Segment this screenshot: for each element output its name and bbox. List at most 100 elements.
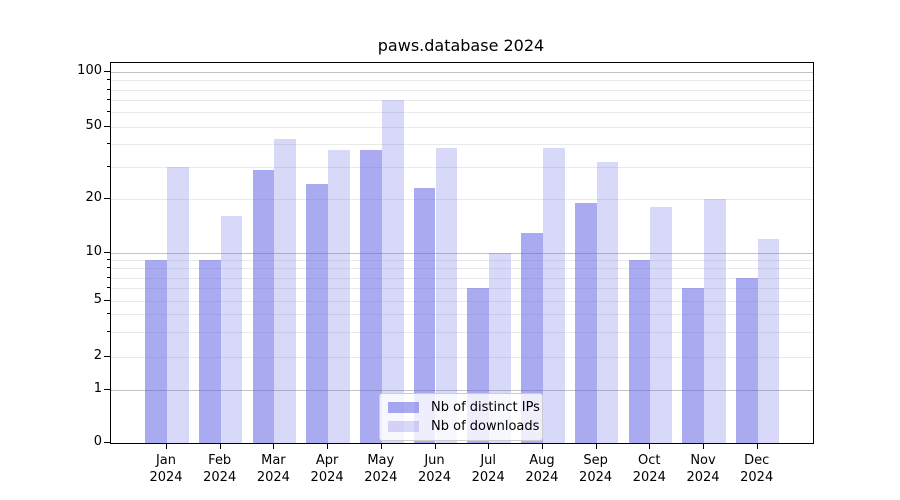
x-tick-label-may: May 2024 (364, 453, 398, 485)
bar-downloads-jan (167, 166, 189, 443)
bar-distinct-ips-dec (735, 277, 758, 443)
bar-downloads-sep (596, 161, 619, 443)
bar-distinct-ips-oct (628, 260, 651, 443)
y-minor-tick-mark-4 (107, 313, 110, 315)
y-tick-mark-50 (104, 125, 110, 127)
bar-distinct-ips-feb (198, 260, 221, 443)
x-tick-mark-oct (649, 443, 651, 449)
bar-downloads-oct (650, 207, 673, 443)
y-tick-label-20: 20 (85, 189, 102, 205)
bar-distinct-ips-sep (574, 202, 597, 443)
gridline-minor-80 (111, 89, 813, 91)
gridline-minor-5 (111, 300, 813, 302)
y-tick-label-100: 100 (77, 63, 102, 79)
gridline-minor-4 (111, 314, 813, 316)
y-tick-label-10: 10 (85, 244, 102, 259)
x-tick-mark-sep (595, 443, 597, 449)
bar-distinct-ips-mar (252, 169, 275, 443)
y-minor-tick-mark-70 (107, 99, 110, 101)
x-tick-mark-dec (756, 443, 758, 449)
y-minor-tick-mark-7 (107, 276, 110, 278)
bar-distinct-ips-apr (306, 184, 329, 443)
legend-swatch-distinct-ips (388, 402, 419, 413)
y-tick-mark-100 (104, 71, 110, 73)
x-tick-label-mar: Mar 2024 (256, 453, 290, 485)
y-tick-mark-10 (104, 252, 110, 253)
x-tick-label-jul: Jul 2024 (471, 453, 505, 485)
gridline-minor-7 (111, 277, 813, 279)
y-tick-label-0: 0 (93, 434, 102, 449)
legend-row-distinct-ips: Nb of distinct IPs (380, 398, 542, 417)
y-minor-tick-mark-6 (107, 287, 110, 289)
x-tick-mark-jul (488, 443, 490, 449)
y-tick-label-1: 1 (93, 380, 102, 396)
bar-distinct-ips-nov (682, 288, 704, 443)
x-tick-mark-may (380, 443, 382, 449)
gridline-major-10 (111, 253, 813, 254)
bar-downloads-mar (274, 138, 297, 443)
y-tick-mark-0 (104, 442, 110, 443)
bar-downloads-feb (220, 216, 243, 443)
bar-distinct-ips-jun (413, 187, 436, 443)
bar-downloads-nov (704, 198, 726, 443)
y-tick-mark-2 (104, 356, 110, 358)
gridline-major-1 (111, 389, 813, 391)
x-tick-label-dec: Dec 2024 (740, 453, 774, 485)
gridline-minor-30 (111, 166, 813, 168)
bar-downloads-may (381, 100, 404, 443)
x-tick-label-feb: Feb 2024 (203, 453, 237, 485)
x-tick-mark-nov (703, 443, 704, 449)
gridline-minor-9 (111, 260, 813, 262)
y-minor-tick-mark-40 (107, 143, 110, 145)
x-tick-mark-aug (541, 443, 543, 449)
x-tick-mark-jan (166, 443, 167, 449)
gridline-minor-70 (111, 100, 813, 102)
y-minor-tick-mark-8 (107, 267, 110, 269)
y-minor-tick-mark-9 (107, 259, 110, 261)
x-tick-mark-apr (327, 443, 329, 449)
gridline-minor-90 (111, 80, 813, 82)
y-tick-mark-20 (104, 197, 110, 199)
x-tick-label-nov: Nov 2024 (686, 453, 720, 485)
legend-row-downloads: Nb of downloads (380, 417, 542, 436)
y-tick-label-50: 50 (85, 117, 102, 133)
y-tick-label-5: 5 (93, 291, 102, 307)
bar-downloads-jun (435, 148, 458, 443)
gridline-minor-3 (111, 332, 813, 334)
x-tick-label-apr: Apr 2024 (310, 453, 344, 485)
gridline-minor-20 (111, 198, 813, 200)
y-minor-tick-mark-30 (107, 165, 110, 167)
y-tick-mark-5 (104, 299, 110, 301)
x-tick-label-aug: Aug 2024 (525, 453, 559, 485)
y-tick-label-2: 2 (93, 348, 102, 364)
gridline-minor-60 (111, 112, 813, 114)
legend: Nb of distinct IPs Nb of downloads (379, 393, 543, 441)
bar-downloads-aug (542, 148, 565, 443)
y-tick-mark-1 (104, 388, 110, 390)
y-minor-tick-mark-60 (107, 111, 110, 113)
legend-label-distinct-ips: Nb of distinct IPs (431, 400, 540, 415)
gridline-minor-8 (111, 268, 813, 270)
x-tick-mark-mar (273, 443, 275, 449)
x-tick-mark-feb (219, 443, 221, 449)
gridline-minor-40 (111, 144, 813, 146)
plot-area: Nb of distinct IPs Nb of downloads (110, 62, 814, 444)
chart-title: paws.database 2024 (377, 36, 545, 55)
y-minor-tick-mark-3 (107, 331, 110, 333)
bar-distinct-ips-may (360, 150, 382, 443)
x-tick-label-oct: Oct 2024 (632, 453, 666, 485)
x-tick-label-jun: Jun 2024 (417, 453, 452, 485)
gridline-minor-6 (111, 288, 813, 290)
x-tick-label-jan: Jan 2024 (149, 453, 183, 485)
bar-downloads-dec (757, 238, 780, 443)
legend-swatch-downloads (388, 421, 419, 432)
gridline-minor-2 (111, 357, 813, 359)
y-minor-tick-mark-80 (107, 88, 110, 90)
x-tick-label-sep: Sep 2024 (579, 453, 613, 485)
gridline-major-100 (111, 72, 813, 74)
bar-downloads-apr (328, 150, 350, 443)
y-minor-tick-mark-90 (107, 79, 110, 81)
gridline-minor-50 (111, 126, 813, 128)
legend-label-downloads: Nb of downloads (431, 419, 540, 434)
